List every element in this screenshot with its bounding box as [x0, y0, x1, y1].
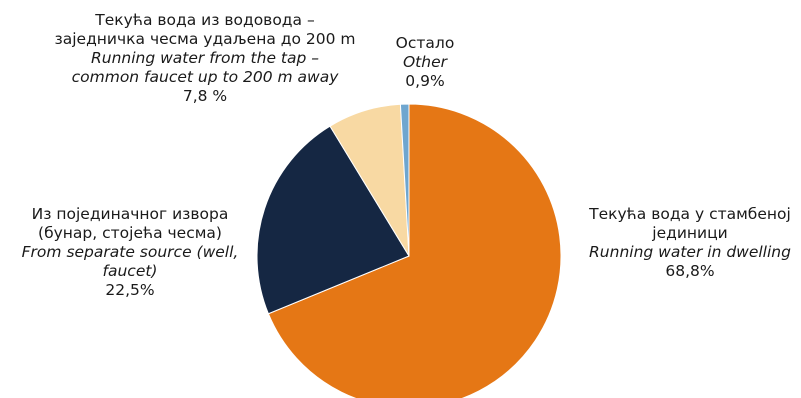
slice-value: 22,5% [105, 281, 155, 299]
label-sr-line: јединици [652, 224, 728, 242]
slice-value: 68,8% [665, 262, 715, 280]
label-en-line: faucet) [102, 262, 158, 280]
label-sr-line: Остало [395, 34, 455, 52]
pie-slice-separate-source [256, 125, 410, 315]
label-sr-line: заједничка чесма удаљена до 200 m [54, 30, 356, 48]
pie-slice-other [399, 103, 410, 257]
slice-label-running-water-dwelling: Текућа вода у стамбеној јединици Running… [575, 205, 801, 281]
label-sr-line: Из појединачног извора [31, 205, 229, 223]
label-sr-line: Текућа вода у стамбеној [589, 205, 791, 223]
label-en-line: common faucet up to 200 m away [71, 68, 339, 86]
label-sr-line: (бунар, стојећа чесма) [38, 224, 222, 242]
label-en-line: From separate source (well, [21, 243, 239, 261]
label-en-line: Other [402, 53, 447, 71]
slice-label-common-faucet: Текућа вода из водовода – заједничка чес… [30, 11, 380, 106]
label-en-line: Running water from the tap – [90, 49, 320, 67]
slice-value: 7,8 % [182, 87, 228, 105]
pie-slices [256, 103, 562, 398]
label-en-line: Running water in dwelling [589, 243, 791, 261]
slice-label-separate-source: Из појединачног извора (бунар, стојећа ч… [5, 205, 255, 300]
label-sr-line: Текућа вода из водовода – [95, 11, 315, 29]
slice-label-other: Остало Other 0,9% [380, 34, 470, 91]
slice-value: 0,9% [405, 72, 445, 90]
pie-slice-running-water-dwelling [267, 103, 562, 398]
